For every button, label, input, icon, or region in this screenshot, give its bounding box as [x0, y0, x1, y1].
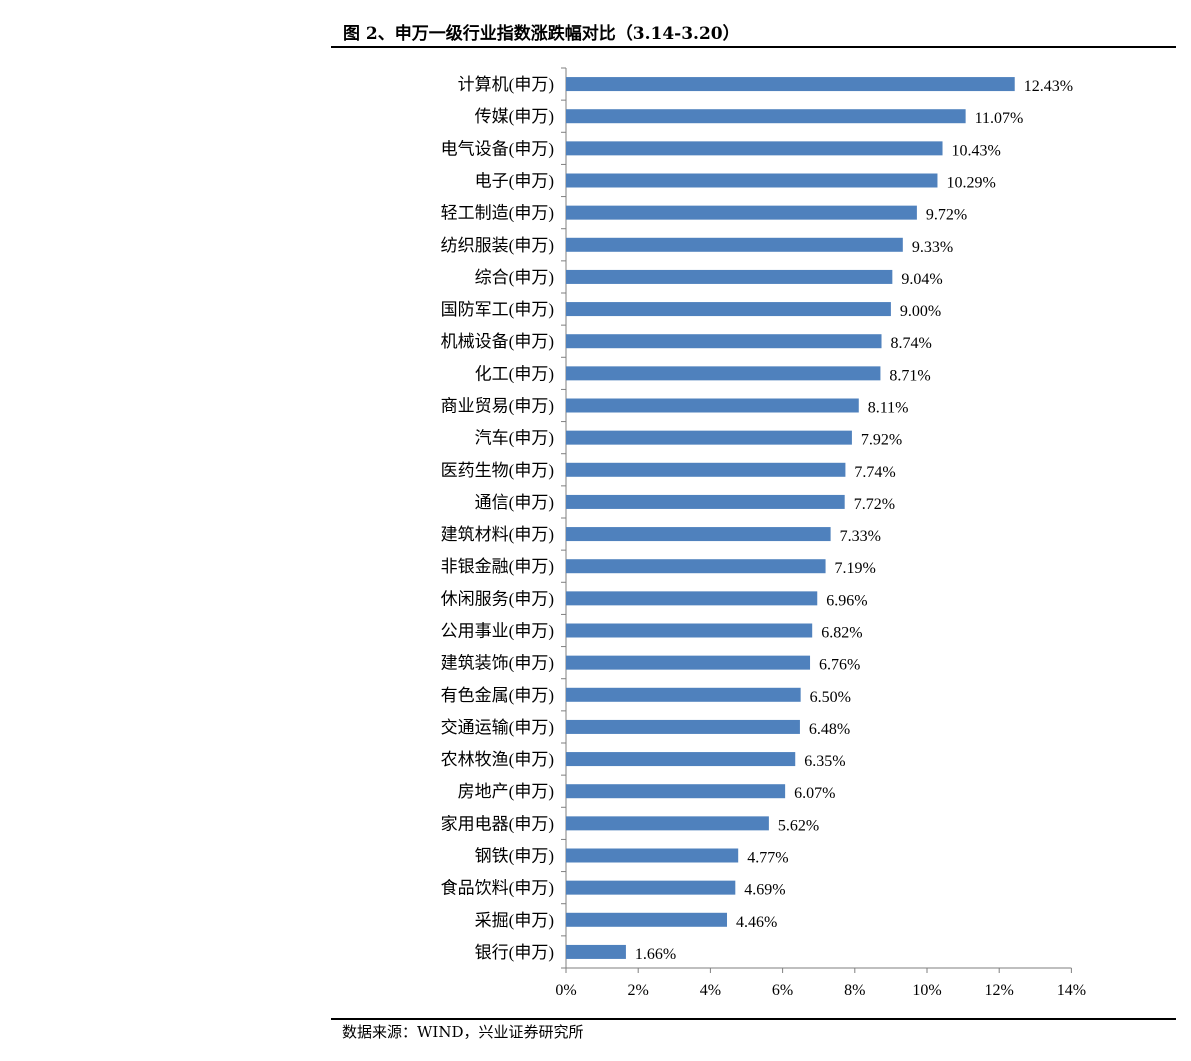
x-tick-label: 14% [1057, 982, 1086, 999]
bar [566, 269, 893, 284]
value-label: 7.72% [854, 496, 895, 513]
bar [566, 719, 800, 734]
category-label: 食品饮料(申万) [441, 879, 554, 898]
bar [566, 944, 626, 959]
bar [566, 77, 1015, 92]
value-label: 11.07% [975, 110, 1024, 127]
category-label: 钢铁(申万) [475, 847, 554, 866]
bar [566, 816, 769, 831]
value-label: 8.74% [891, 335, 932, 352]
bar [566, 141, 943, 156]
value-label: 5.62% [778, 817, 819, 834]
value-label: 9.72% [926, 207, 967, 224]
category-label: 建筑装饰(申万) [441, 654, 554, 673]
bar [566, 205, 917, 220]
bar [566, 237, 903, 252]
category-label: 休闲服务(申万) [441, 589, 554, 608]
category-label: 建筑材料(申万) [441, 525, 554, 544]
category-label: 化工(申万) [475, 364, 554, 383]
bar [566, 848, 739, 863]
category-label: 房地产(申万) [458, 782, 554, 801]
x-tick-label: 10% [912, 982, 941, 999]
bar [566, 880, 736, 895]
value-label: 1.66% [635, 946, 676, 963]
value-label: 8.71% [889, 367, 930, 384]
category-label: 计算机(申万) [458, 75, 554, 94]
value-label: 9.00% [900, 303, 941, 320]
category-label: 汽车(申万) [475, 429, 554, 448]
value-label: 6.48% [809, 721, 850, 738]
category-label: 公用事业(申万) [441, 622, 554, 641]
value-label: 6.82% [821, 625, 862, 642]
category-label: 电气设备(申万) [441, 139, 554, 158]
figure-title: 图 2、申万一级行业指数涨跌幅对比（3.14-3.20） [343, 24, 740, 44]
bar [566, 559, 826, 574]
category-label: 轻工制造(申万) [441, 204, 554, 223]
x-tick-label: 8% [844, 982, 865, 999]
bar [566, 591, 818, 606]
value-label: 10.43% [952, 142, 1001, 159]
bar [566, 462, 846, 477]
category-label: 银行(申万) [475, 943, 554, 962]
category-label: 传媒(申万) [475, 107, 554, 126]
x-tick-label: 0% [555, 982, 576, 999]
bar [566, 334, 882, 349]
bar [566, 752, 796, 767]
value-label: 6.07% [794, 785, 835, 802]
value-label: 4.77% [747, 850, 788, 867]
x-tick-label: 2% [628, 982, 649, 999]
bar [566, 173, 938, 188]
category-label: 农林牧渔(申万) [441, 750, 554, 769]
value-label: 4.46% [736, 914, 777, 931]
category-label: 家用电器(申万) [441, 814, 554, 833]
value-label: 7.33% [840, 528, 881, 545]
value-label: 6.76% [819, 657, 860, 674]
bar [566, 655, 811, 670]
category-label: 交通运输(申万) [441, 718, 554, 737]
category-label: 有色金属(申万) [441, 686, 554, 705]
bar [566, 366, 881, 381]
category-label: 电子(申万) [475, 172, 554, 191]
data-source-note: 数据来源：WIND，兴业证券研究所 [342, 1023, 584, 1041]
footer-divider [331, 1018, 1176, 1020]
category-label: 国防军工(申万) [441, 300, 554, 319]
category-label: 非银金融(申万) [441, 557, 554, 576]
bar [566, 784, 786, 799]
bar-chart: 0% 2% 4% 6% 8% 10% 12% 14% 计算机(申万) 12.43% 传媒(申万) 11… [441, 67, 1086, 999]
x-tick-label: 4% [700, 982, 721, 999]
x-tick-label: 12% [985, 982, 1014, 999]
x-tick-label: 6% [772, 982, 793, 999]
bar [566, 109, 966, 124]
value-label: 10.29% [946, 175, 995, 192]
value-label: 6.96% [826, 592, 867, 609]
figure-title-bar: 图 2、申万一级行业指数涨跌幅对比（3.14-3.20） [331, 14, 1176, 48]
value-label: 9.04% [901, 271, 942, 288]
category-label: 通信(申万) [475, 493, 554, 512]
value-label: 6.50% [810, 689, 851, 706]
category-label: 医药生物(申万) [441, 461, 554, 480]
bar [566, 302, 891, 317]
category-label: 纺织服装(申万) [441, 236, 554, 255]
value-label: 4.69% [744, 882, 785, 899]
bar [566, 527, 831, 542]
category-label: 采掘(申万) [475, 911, 554, 930]
bar [566, 430, 852, 445]
bar [566, 687, 801, 702]
bar [566, 623, 813, 638]
category-label: 商业贸易(申万) [441, 397, 554, 416]
value-label: 7.92% [861, 432, 902, 449]
category-label: 机械设备(申万) [441, 332, 554, 351]
bar [566, 494, 845, 509]
value-label: 12.43% [1024, 78, 1073, 95]
bar [566, 912, 728, 927]
bar [566, 398, 859, 413]
value-label: 8.11% [868, 400, 909, 417]
value-label: 9.33% [912, 239, 953, 256]
value-label: 7.19% [835, 560, 876, 577]
value-label: 7.74% [854, 464, 895, 481]
value-label: 6.35% [804, 753, 845, 770]
category-label: 综合(申万) [475, 268, 554, 287]
